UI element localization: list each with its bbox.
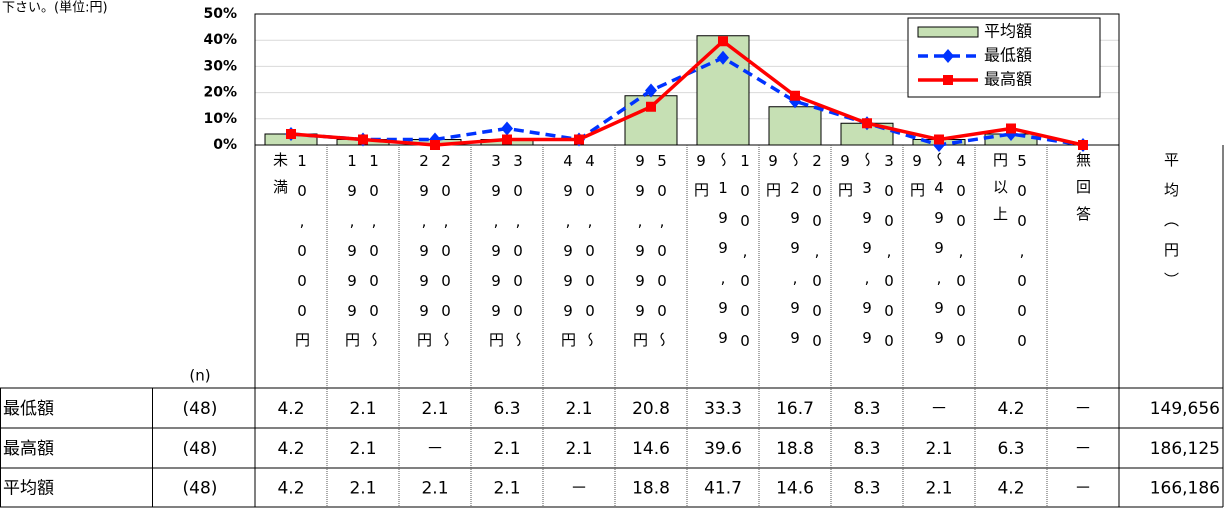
cell: 2.1 xyxy=(565,439,592,459)
cell: 4.2 xyxy=(997,399,1024,419)
cell: 2.1 xyxy=(925,479,952,499)
marker xyxy=(1078,140,1088,150)
cell: 18.8 xyxy=(632,479,670,499)
cell: 14.6 xyxy=(632,439,670,459)
category-label: 300,000～399,999円 xyxy=(836,152,898,362)
marker xyxy=(934,134,944,145)
cell: 8.3 xyxy=(853,479,880,499)
cell: 6.3 xyxy=(997,439,1024,459)
n-value: (48) xyxy=(183,479,218,499)
marker xyxy=(574,134,584,145)
category-label: 無回答 xyxy=(1074,152,1092,233)
row-label: 最低額 xyxy=(3,399,54,419)
row-label: 最高額 xyxy=(3,439,54,459)
category-label: 200,000～299,999円 xyxy=(764,152,826,362)
cell: 14.6 xyxy=(776,479,814,499)
cell: 8.3 xyxy=(853,439,880,459)
cell: 2.1 xyxy=(349,399,376,419)
cell: 6.3 xyxy=(493,399,520,419)
marker xyxy=(646,101,656,112)
bar xyxy=(768,106,822,146)
cell: 8.3 xyxy=(853,399,880,419)
cell: 2.1 xyxy=(565,399,592,419)
cell: 4.2 xyxy=(277,399,304,419)
y-tick-label: 30% xyxy=(203,58,237,74)
y-tick-label: 50% xyxy=(203,6,237,22)
category-label: 10,000～19,999円 xyxy=(343,152,383,359)
category-label: 50,000～99,999円 xyxy=(631,152,671,359)
marker xyxy=(645,83,657,98)
legend-swatch xyxy=(917,26,979,38)
row-label: 平均額 xyxy=(3,479,54,499)
n-label: (n) xyxy=(189,367,210,385)
note: 下さい。(単位:円) xyxy=(2,0,108,16)
cell: 41.7 xyxy=(704,479,742,499)
cell: 39.6 xyxy=(704,439,742,459)
line xyxy=(290,38,1084,147)
n-value: (48) xyxy=(183,439,218,459)
category-label: 30,000～39,999円 xyxy=(487,152,527,359)
marker xyxy=(430,140,440,150)
legend-label: 最低額 xyxy=(984,46,1032,65)
cell: － xyxy=(1075,439,1092,459)
cell: 2.1 xyxy=(421,479,448,499)
cell: － xyxy=(571,479,588,499)
legend-marker xyxy=(943,75,953,85)
legend-label: 最高額 xyxy=(984,70,1032,89)
category-label: 100,000～199,999円 xyxy=(692,152,754,362)
legend-label: 平均額 xyxy=(984,22,1032,41)
marker xyxy=(1006,123,1016,134)
category-label: 40,000～49,999円 xyxy=(559,152,599,359)
cell: 4.2 xyxy=(277,439,304,459)
category-label: 400,000～499,999円 xyxy=(908,152,970,362)
category-label: 500,000円以上 xyxy=(991,152,1031,362)
cell: 33.3 xyxy=(704,399,742,419)
marker xyxy=(790,90,800,101)
average: 149,656 xyxy=(1150,399,1220,419)
cell: － xyxy=(1075,479,1092,499)
average: 186,125 xyxy=(1150,439,1220,459)
cell: 2.1 xyxy=(493,439,520,459)
cell: － xyxy=(427,439,444,459)
marker xyxy=(358,134,368,145)
marker xyxy=(502,134,512,145)
cell: 2.1 xyxy=(349,479,376,499)
cell: 18.8 xyxy=(776,439,814,459)
category-label: 10,000円未満 xyxy=(271,152,311,359)
marker xyxy=(501,121,513,136)
cell: 16.7 xyxy=(776,399,814,419)
legend-marker xyxy=(942,49,954,63)
y-tick-label: 0% xyxy=(213,137,237,153)
cell: 4.2 xyxy=(997,479,1024,499)
cell: 2.1 xyxy=(349,439,376,459)
average-header: 平均（円） xyxy=(1162,152,1180,302)
marker xyxy=(718,36,728,47)
cell: － xyxy=(931,399,948,419)
average: 166,186 xyxy=(1150,479,1220,499)
cell: 4.2 xyxy=(277,479,304,499)
cell: 2.1 xyxy=(421,399,448,419)
cell: － xyxy=(1075,399,1092,419)
marker xyxy=(286,128,296,139)
y-tick-label: 40% xyxy=(203,32,237,48)
cell: 2.1 xyxy=(493,479,520,499)
n-value: (48) xyxy=(183,399,218,419)
y-tick-label: 10% xyxy=(203,111,237,127)
marker xyxy=(717,50,729,65)
marker xyxy=(862,118,872,129)
cell: 2.1 xyxy=(925,439,952,459)
category-label: 20,000～29,999円 xyxy=(415,152,455,359)
cell: 20.8 xyxy=(632,399,670,419)
y-tick-label: 20% xyxy=(203,85,237,101)
